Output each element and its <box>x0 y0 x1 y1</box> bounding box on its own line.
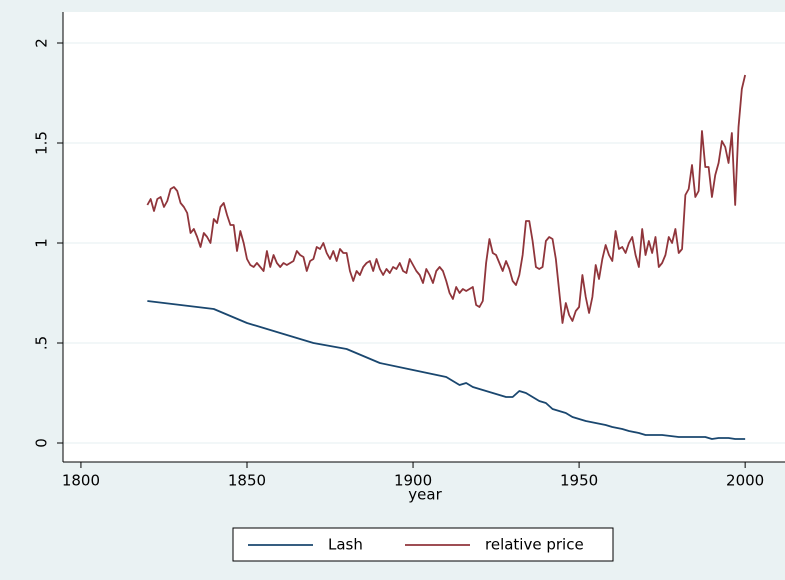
legend-label: relative price <box>485 536 584 554</box>
x-tick-label: 1900 <box>394 472 432 490</box>
legend-label: Lash <box>328 536 363 554</box>
plot-area <box>63 12 785 462</box>
x-tick-label: 1800 <box>62 472 100 490</box>
y-tick-label: 1.5 <box>33 131 51 155</box>
x-tick-label: 1850 <box>228 472 266 490</box>
series-line <box>147 300 746 440</box>
x-tick-label: 1950 <box>560 472 598 490</box>
y-tick-label: 2 <box>33 38 51 48</box>
y-tick-label: .5 <box>33 336 51 350</box>
y-tick-label: 0 <box>33 438 51 448</box>
x-axis-title: year <box>408 486 442 504</box>
y-tick-label: 1 <box>33 238 51 248</box>
x-tick-label: 2000 <box>726 472 764 490</box>
series-line <box>146 74 747 324</box>
